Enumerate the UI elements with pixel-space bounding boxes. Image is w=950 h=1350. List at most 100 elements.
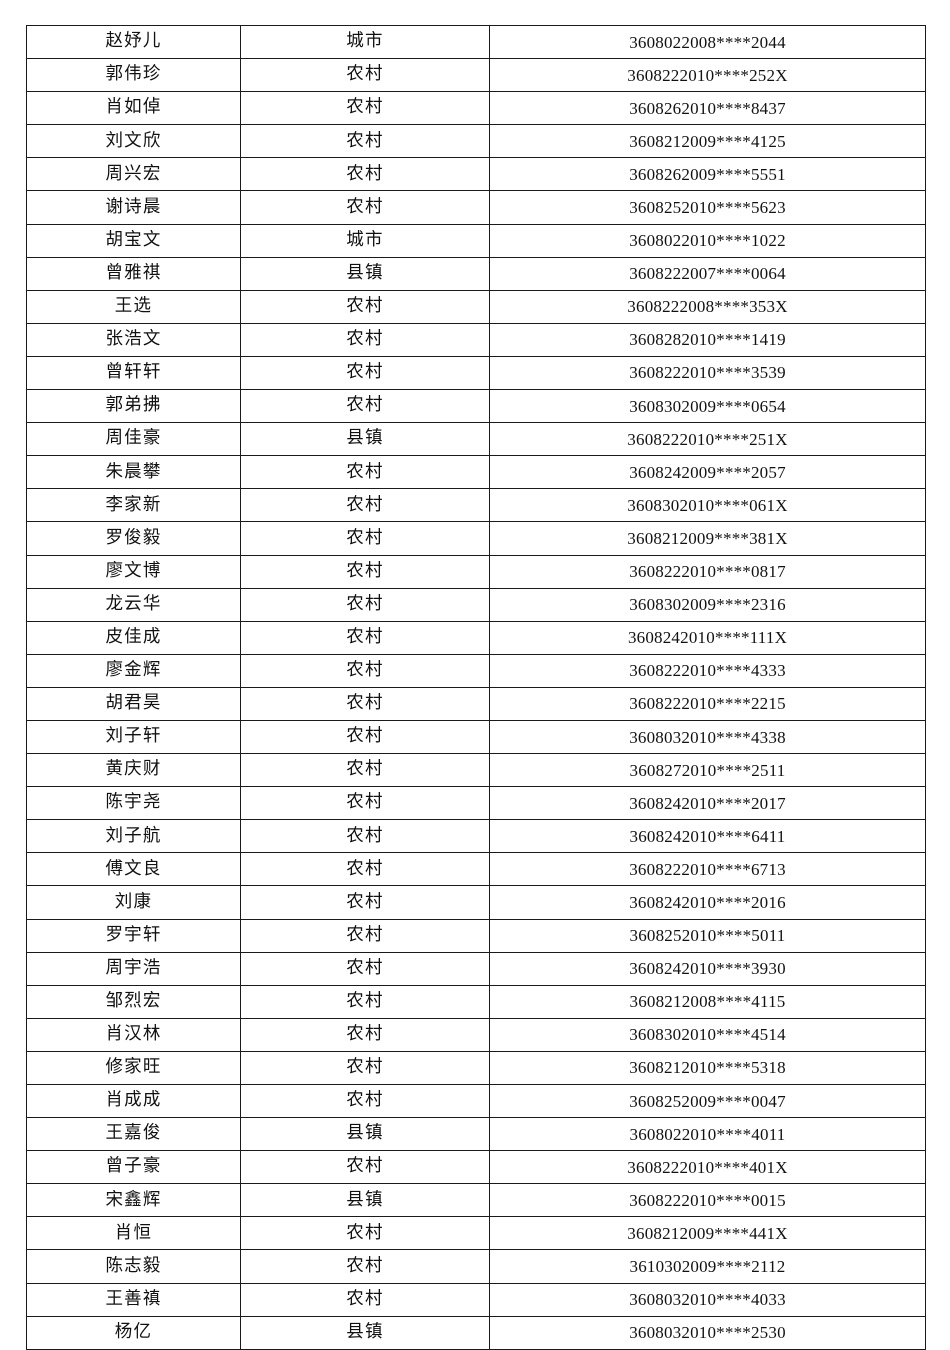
table-row: 廖文博 农村 3608222010****0817 xyxy=(26,554,926,589)
cell-name: 曾轩轩 xyxy=(26,355,241,391)
cell-name: 李家新 xyxy=(26,488,241,523)
cell-id-number: 3608022010****4011 xyxy=(489,1117,926,1152)
cell-id-number: 3608252009****0047 xyxy=(489,1083,926,1119)
cell-household-type: 农村 xyxy=(240,455,490,490)
cell-household-type: 农村 xyxy=(240,653,490,688)
cell-id-number: 3608222010****2215 xyxy=(489,686,926,721)
cell-household-type: 农村 xyxy=(240,488,490,523)
table-row: 杨亿 县镇 3608032010****2530 xyxy=(26,1315,926,1350)
table-row: 曾子豪 农村 3608222010****401X xyxy=(26,1150,926,1185)
cell-id-number: 3608302009****2316 xyxy=(489,587,926,622)
cell-household-type: 农村 xyxy=(240,1017,490,1052)
table-row: 朱晨攀 农村 3608242009****2057 xyxy=(26,455,926,490)
roster-table: 赵妤儿 城市 3608022008****2044 郭伟珍 农村 3608222010**… xyxy=(26,24,926,1350)
cell-id-number: 3608222010****401X xyxy=(489,1150,926,1185)
table-row: 周兴宏 农村 3608262009****5551 xyxy=(26,157,926,192)
cell-household-type: 农村 xyxy=(240,852,490,887)
cell-id-number: 3608222010****251X xyxy=(489,422,926,457)
cell-household-type: 农村 xyxy=(240,885,490,920)
table-row: 周佳豪 县镇 3608222010****251X xyxy=(26,422,926,457)
cell-id-number: 3608022008****2044 xyxy=(489,24,926,60)
cell-household-type: 农村 xyxy=(240,918,490,953)
cell-name: 周兴宏 xyxy=(26,157,241,192)
table-row: 王嘉俊 县镇 3608022010****4011 xyxy=(26,1117,926,1152)
cell-household-type: 农村 xyxy=(240,719,490,755)
cell-name: 傅文良 xyxy=(26,852,241,887)
cell-name: 郭伟珍 xyxy=(26,58,241,93)
table-row: 肖汉林 农村 3608302010****4514 xyxy=(26,1017,926,1052)
cell-id-number: 3608302010****061X xyxy=(489,488,926,523)
table-row: 谢诗晨 农村 3608252010****5623 xyxy=(26,190,926,225)
cell-id-number: 3608032010****4338 xyxy=(489,719,926,755)
cell-id-number: 3608022010****1022 xyxy=(489,223,926,258)
cell-id-number: 3608212008****4115 xyxy=(489,984,926,1019)
cell-id-number: 3608212009****381X xyxy=(489,521,926,556)
table-row: 赵妤儿 城市 3608022008****2044 xyxy=(26,24,926,60)
cell-id-number: 3608242010****2016 xyxy=(489,885,926,920)
cell-household-type: 县镇 xyxy=(240,1183,490,1218)
cell-household-type: 农村 xyxy=(240,1050,490,1086)
cell-id-number: 3608262009****5551 xyxy=(489,157,926,192)
cell-id-number: 3608282010****1419 xyxy=(489,322,926,357)
cell-household-type: 农村 xyxy=(240,289,490,324)
cell-household-type: 农村 xyxy=(240,686,490,721)
cell-name: 廖金辉 xyxy=(26,653,241,688)
table-row: 郭伟珍 农村 3608222010****252X xyxy=(26,58,926,93)
cell-name: 杨亿 xyxy=(26,1315,241,1350)
cell-name: 肖成成 xyxy=(26,1083,241,1119)
cell-household-type: 农村 xyxy=(240,1150,490,1185)
cell-name: 刘文欣 xyxy=(26,124,241,159)
cell-id-number: 3608032010****2530 xyxy=(489,1315,926,1350)
cell-id-number: 3608302010****4514 xyxy=(489,1017,926,1052)
cell-name: 周佳豪 xyxy=(26,422,241,457)
cell-household-type: 农村 xyxy=(240,951,490,986)
cell-name: 邹烈宏 xyxy=(26,984,241,1019)
cell-household-type: 农村 xyxy=(240,1216,490,1251)
table-row: 宋鑫辉 县镇 3608222010****0015 xyxy=(26,1183,926,1218)
cell-name: 谢诗晨 xyxy=(26,190,241,225)
cell-household-type: 农村 xyxy=(240,753,490,788)
cell-name: 修家旺 xyxy=(26,1050,241,1086)
table-row: 刘子轩 农村 3608032010****4338 xyxy=(26,719,926,755)
cell-name: 刘子轩 xyxy=(26,719,241,755)
table-row: 罗宇轩 农村 3608252010****5011 xyxy=(26,918,926,953)
cell-name: 龙云华 xyxy=(26,587,241,622)
cell-household-type: 农村 xyxy=(240,91,490,126)
cell-name: 廖文博 xyxy=(26,554,241,589)
cell-name: 陈宇尧 xyxy=(26,786,241,821)
table-row: 陈宇尧 农村 3608242010****2017 xyxy=(26,786,926,821)
cell-id-number: 3608222010****3539 xyxy=(489,355,926,391)
cell-household-type: 县镇 xyxy=(240,1315,490,1350)
cell-household-type: 农村 xyxy=(240,587,490,622)
table-row: 肖恒 农村 3608212009****441X xyxy=(26,1216,926,1251)
cell-id-number: 3608242010****111X xyxy=(489,620,926,655)
cell-household-type: 农村 xyxy=(240,1249,490,1284)
cell-id-number: 3608242010****2017 xyxy=(489,786,926,821)
cell-name: 王善禛 xyxy=(26,1282,241,1317)
cell-household-type: 农村 xyxy=(240,124,490,159)
cell-id-number: 3608222008****353X xyxy=(489,289,926,324)
table-row: 皮佳成 农村 3608242010****111X xyxy=(26,620,926,655)
cell-household-type: 农村 xyxy=(240,1282,490,1317)
cell-household-type: 城市 xyxy=(240,24,490,60)
cell-name: 胡君昊 xyxy=(26,686,241,721)
table-row: 曾轩轩 农村 3608222010****3539 xyxy=(26,355,926,391)
cell-id-number: 3608032010****4033 xyxy=(489,1282,926,1317)
cell-household-type: 农村 xyxy=(240,554,490,589)
cell-name: 郭弟拂 xyxy=(26,389,241,424)
cell-household-type: 农村 xyxy=(240,819,490,854)
cell-id-number: 3608242010****6411 xyxy=(489,819,926,854)
cell-id-number: 3608222010****0015 xyxy=(489,1183,926,1218)
table-row: 周宇浩 农村 3608242010****3930 xyxy=(26,951,926,986)
cell-id-number: 3608212009****4125 xyxy=(489,124,926,159)
cell-name: 肖汉林 xyxy=(26,1017,241,1052)
cell-household-type: 农村 xyxy=(240,389,490,424)
table-row: 王善禛 农村 3608032010****4033 xyxy=(26,1282,926,1317)
cell-name: 宋鑫辉 xyxy=(26,1183,241,1218)
table-row: 胡君昊 农村 3608222010****2215 xyxy=(26,686,926,721)
cell-id-number: 3608212009****441X xyxy=(489,1216,926,1251)
cell-name: 胡宝文 xyxy=(26,223,241,258)
cell-name: 刘康 xyxy=(26,885,241,920)
cell-id-number: 3608212010****5318 xyxy=(489,1050,926,1086)
